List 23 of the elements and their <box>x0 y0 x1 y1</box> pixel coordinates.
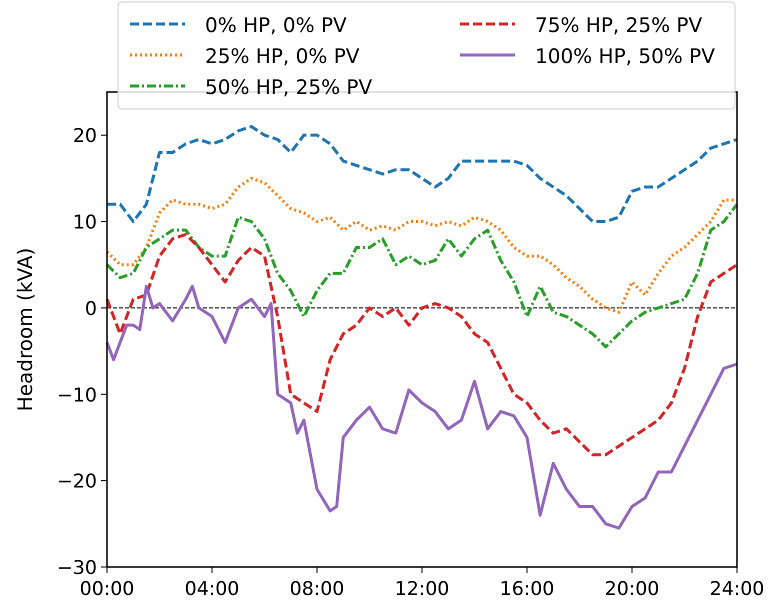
line-series <box>106 233 738 456</box>
x-tick-label: 20:00 <box>604 578 660 600</box>
legend-label: 0% HP, 0% PV <box>205 13 348 37</box>
y-tick-label: 20 <box>72 125 97 148</box>
legend-label: 25% HP, 0% PV <box>205 44 360 68</box>
legend-label: 100% HP, 50% PV <box>535 44 716 68</box>
legend-label: 75% HP, 25% PV <box>535 13 702 37</box>
x-tick-label: 16:00 <box>500 578 554 600</box>
y-tick-label: −20 <box>56 470 97 493</box>
x-tick-label: 08:00 <box>290 578 344 600</box>
line-series <box>106 202 738 348</box>
y-tick-label: 10 <box>72 212 97 234</box>
line-series <box>106 284 738 530</box>
x-tick-label: 04:00 <box>184 578 240 600</box>
line-series <box>106 125 738 224</box>
legend-label: 50% HP, 25% PV <box>205 75 372 99</box>
y-tick-label: −10 <box>56 384 97 406</box>
x-tick-label: 00:00 <box>80 578 134 600</box>
x-tick-label: 24:00 <box>710 578 764 600</box>
y-tick-label: 0 <box>84 298 97 320</box>
y-axis-title: Headroom (kVA) <box>13 248 37 412</box>
y-tick-label: −30 <box>56 557 97 579</box>
x-tick-label: 12:00 <box>394 578 450 600</box>
